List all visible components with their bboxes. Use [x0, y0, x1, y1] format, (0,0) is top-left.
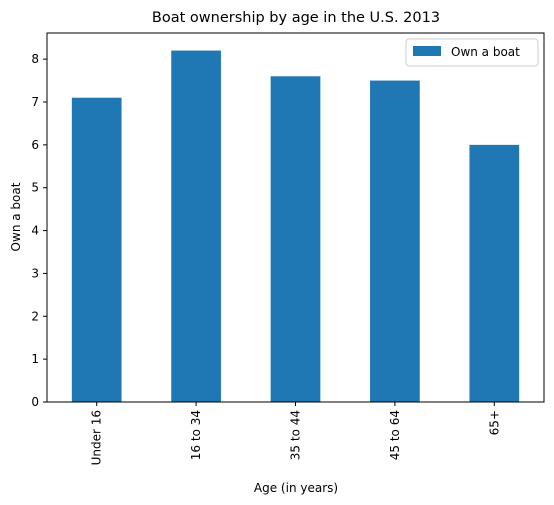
legend-box [405, 38, 539, 67]
y-tick-label-8: 8 [31, 52, 39, 66]
y-tick-label-2: 2 [31, 309, 39, 323]
legend-swatch [413, 46, 441, 56]
x-tick-label-1: 16 to 34 [189, 410, 203, 460]
y-tick-label-1: 1 [31, 352, 39, 366]
bar-0 [71, 97, 122, 402]
x-tick-label-2: 35 to 44 [289, 410, 303, 460]
x-tick-label-4: 65+ [487, 410, 501, 435]
y-tick-label-5: 5 [31, 181, 39, 195]
y-tick-label-4: 4 [31, 224, 39, 238]
y-axis: 0 1 2 3 4 5 6 7 8 [31, 52, 47, 409]
y-tick-label-7: 7 [31, 95, 39, 109]
bar-2 [270, 76, 321, 403]
y-axis-label: Own a boat [9, 182, 23, 251]
x-axis-label: Age (in years) [254, 481, 338, 495]
bar-3 [370, 80, 420, 403]
bar-4 [469, 144, 520, 402]
x-tick-label-0: Under 16 [90, 410, 104, 465]
x-axis: Under 16 16 to 34 35 to 44 45 to 64 65+ [90, 402, 501, 465]
bars-group [71, 50, 520, 403]
legend: Own a boat [405, 38, 539, 67]
bar-1 [171, 50, 221, 402]
y-tick-label-0: 0 [31, 395, 39, 409]
chart-title: Boat ownership by age in the U.S. 2013 [152, 10, 440, 26]
y-tick-label-6: 6 [31, 138, 39, 152]
legend-label: Own a boat [451, 45, 520, 59]
y-tick-label-3: 3 [31, 266, 39, 280]
x-tick-label-3: 45 to 64 [388, 410, 402, 460]
